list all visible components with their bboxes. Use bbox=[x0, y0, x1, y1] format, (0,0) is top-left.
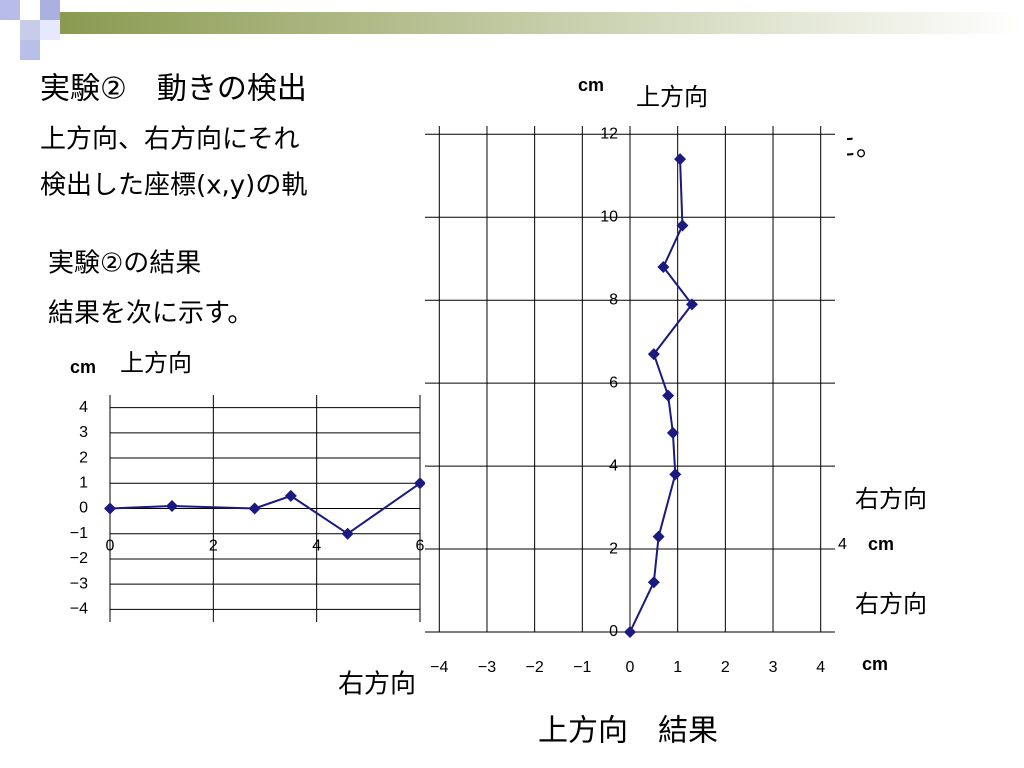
y-tick-label: −3 bbox=[70, 575, 88, 592]
data-point bbox=[647, 576, 660, 589]
y-tick-label: 6 bbox=[609, 374, 618, 391]
data-point bbox=[676, 219, 689, 232]
x-tick-label: 3 bbox=[769, 659, 778, 676]
data-line bbox=[109, 482, 421, 535]
y-tick-label: 4 bbox=[609, 457, 618, 474]
annotation: cm bbox=[862, 654, 888, 674]
x-tick-label: 2 bbox=[721, 659, 730, 676]
body-text: 上方向、右方向にそれ bbox=[40, 125, 299, 155]
data-point bbox=[166, 499, 178, 512]
x-tick-label: 0 bbox=[626, 659, 635, 676]
result-text: 結果を次に示す。 bbox=[48, 299, 253, 329]
y-tick-label: 8 bbox=[609, 291, 618, 308]
y-tick-label: −4 bbox=[70, 601, 88, 618]
y-tick-label: 1 bbox=[79, 474, 88, 491]
x-tick-label: 4 bbox=[816, 659, 825, 676]
data-point bbox=[248, 502, 261, 515]
y-axis-label: 上方向 bbox=[636, 83, 708, 111]
x-tick-label: −2 bbox=[526, 659, 544, 676]
x-axis-label: 右方向 bbox=[338, 670, 416, 700]
decoration bbox=[0, 0, 1024, 60]
y-tick-label: 0 bbox=[609, 623, 618, 640]
y-unit: cm bbox=[70, 357, 96, 377]
caption: 上方向 結果 bbox=[538, 714, 718, 749]
data-point bbox=[284, 489, 297, 502]
x-tick-label: −3 bbox=[478, 659, 496, 676]
data-point bbox=[652, 530, 665, 543]
y-tick-label: 3 bbox=[79, 424, 88, 441]
data-point bbox=[414, 477, 426, 490]
data-point bbox=[669, 468, 682, 481]
x-tick-label: 4 bbox=[312, 538, 321, 555]
x-tick-label: 2 bbox=[209, 538, 218, 555]
y-tick-label: −1 bbox=[70, 525, 88, 542]
y-axis-label: 上方向 bbox=[120, 349, 192, 377]
chart-background bbox=[425, 120, 847, 690]
body-text: 検出した座標(x,y)の軌 bbox=[40, 171, 307, 201]
y-tick-label: 2 bbox=[609, 540, 618, 557]
annotation: 右方向 bbox=[855, 485, 927, 513]
data-point bbox=[685, 298, 698, 311]
y-unit: cm bbox=[578, 75, 604, 95]
y-tick-label: −2 bbox=[70, 550, 88, 567]
annotation: 4 bbox=[838, 536, 847, 553]
result-heading: 実験②の結果 bbox=[48, 249, 201, 279]
title: 実験② 動きの検出 bbox=[40, 72, 307, 107]
x-tick-label: 6 bbox=[416, 538, 425, 555]
annotation: 右方向 bbox=[855, 590, 927, 618]
y-tick-label: 10 bbox=[600, 208, 618, 225]
data-point bbox=[104, 502, 116, 515]
y-tick-label: 4 bbox=[79, 399, 88, 416]
y-tick-label: 0 bbox=[79, 500, 88, 517]
y-tick-label: 12 bbox=[600, 126, 618, 143]
chart-small: 右方向 −4 −3 −2 −1 0 1 2 3 4 0 2 4 6 cm 上方向 bbox=[70, 349, 426, 700]
data-point bbox=[341, 527, 354, 540]
data-point bbox=[657, 261, 670, 274]
x-tick-label: −1 bbox=[573, 659, 591, 676]
data-point bbox=[674, 153, 687, 166]
y-tick-label: 2 bbox=[79, 449, 88, 466]
data-point bbox=[647, 348, 660, 361]
data-point bbox=[624, 626, 636, 638]
x-tick-label: 0 bbox=[106, 538, 115, 555]
x-tick-label: 1 bbox=[673, 659, 682, 676]
data-point bbox=[666, 426, 679, 439]
x-tick-label: −4 bbox=[430, 659, 448, 676]
data-point bbox=[662, 389, 675, 402]
annotation: cm bbox=[868, 534, 894, 554]
